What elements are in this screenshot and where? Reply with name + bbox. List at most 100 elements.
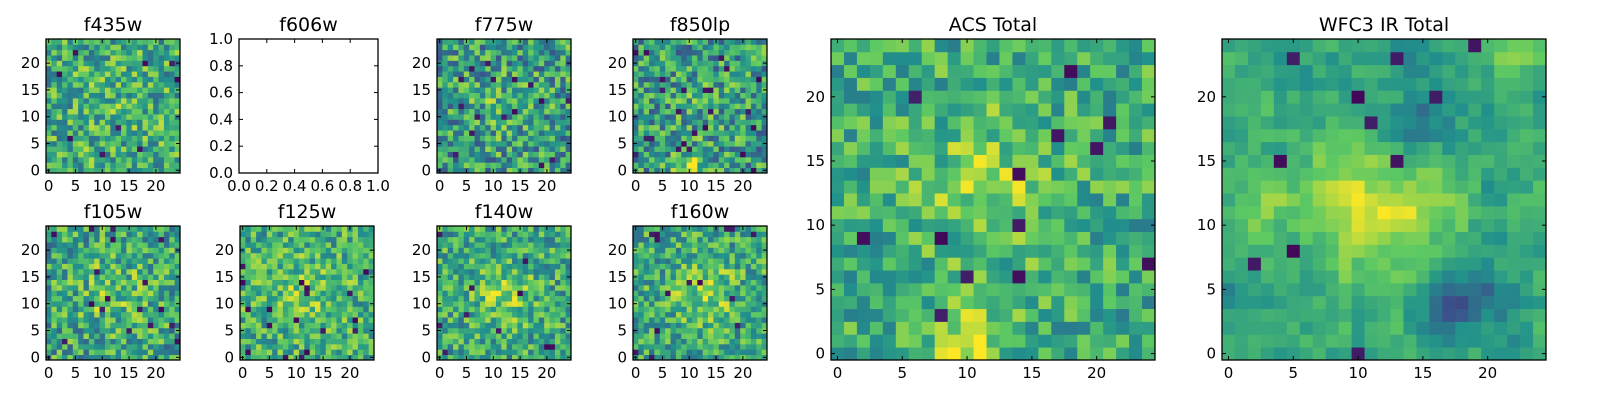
heatmap-cell bbox=[158, 343, 165, 350]
heatmap-cell bbox=[506, 290, 513, 297]
heatmap-cell bbox=[240, 317, 246, 323]
heatmap-cell bbox=[999, 218, 1013, 232]
heatmap-cell bbox=[1364, 347, 1378, 361]
heatmap-cell bbox=[1064, 205, 1078, 220]
heatmap-cell bbox=[458, 140, 465, 147]
heatmap-cell bbox=[686, 103, 693, 110]
heatmap-cell bbox=[142, 146, 149, 152]
heatmap-cell bbox=[1142, 180, 1156, 194]
heatmap-cell bbox=[163, 268, 170, 275]
heatmap-cell bbox=[517, 156, 524, 163]
heatmap-cell bbox=[479, 306, 486, 313]
heatmap-cell bbox=[110, 124, 117, 131]
heatmap-cell bbox=[882, 218, 897, 232]
heatmap-cell bbox=[1416, 51, 1430, 66]
heatmap-cell bbox=[1064, 193, 1078, 207]
heatmap-cell bbox=[869, 39, 884, 53]
heatmap-cell bbox=[110, 135, 117, 142]
heatmap-cell bbox=[1038, 180, 1052, 194]
heatmap-cell bbox=[560, 60, 567, 67]
heatmap-cell bbox=[437, 290, 443, 297]
heatmap-cell bbox=[88, 119, 95, 126]
heatmap-cell bbox=[51, 130, 58, 136]
heatmap-cell bbox=[549, 108, 556, 115]
heatmap-cell bbox=[1299, 308, 1314, 322]
heatmap-cell bbox=[522, 55, 529, 61]
heatmap-cell bbox=[51, 354, 58, 361]
heatmap-cell bbox=[665, 76, 671, 83]
heatmap-cell bbox=[495, 76, 502, 83]
heatmap-cell bbox=[908, 231, 923, 245]
heatmap-cell bbox=[1481, 167, 1495, 181]
heatmap-cell bbox=[104, 130, 111, 136]
heatmap-cell bbox=[1012, 103, 1026, 117]
heatmap-cell bbox=[1533, 205, 1547, 220]
heatmap-cell bbox=[293, 317, 300, 323]
heatmap-cell bbox=[643, 151, 650, 158]
heatmap-cell bbox=[1247, 282, 1262, 297]
heatmap-cell bbox=[463, 87, 470, 93]
heatmap-cell bbox=[147, 231, 154, 238]
heatmap-cell bbox=[734, 60, 741, 67]
heatmap-cell bbox=[665, 92, 671, 99]
heatmap-cell bbox=[163, 103, 170, 110]
heatmap-cell bbox=[83, 65, 90, 72]
heatmap-cell bbox=[51, 124, 58, 131]
heatmap-cell bbox=[1533, 308, 1547, 322]
heatmap-cell bbox=[921, 257, 936, 271]
heatmap-cell bbox=[88, 140, 95, 147]
heatmap-cell bbox=[544, 114, 550, 120]
heatmap-cell bbox=[1038, 270, 1052, 284]
heatmap-cell bbox=[697, 92, 704, 99]
heatmap-cell bbox=[1390, 116, 1404, 130]
heatmap-cell bbox=[659, 151, 666, 158]
heatmap-cell bbox=[1286, 231, 1301, 245]
heatmap-cell bbox=[137, 55, 143, 61]
heatmap-cell bbox=[734, 76, 741, 83]
heatmap-cell bbox=[756, 114, 763, 120]
heatmap-cell bbox=[1142, 154, 1156, 168]
heatmap-cell bbox=[895, 103, 910, 117]
heatmap-cell bbox=[245, 290, 252, 297]
heatmap-cell bbox=[325, 258, 332, 264]
heatmap-cell bbox=[1077, 154, 1091, 168]
heatmap-cell bbox=[131, 290, 138, 297]
heatmap-cell bbox=[999, 180, 1013, 194]
heatmap-cell bbox=[56, 258, 63, 264]
heatmap-cell bbox=[1116, 218, 1130, 232]
heatmap-cell bbox=[745, 108, 752, 115]
heatmap-cell bbox=[554, 301, 561, 307]
heatmap-cell bbox=[363, 279, 370, 286]
heatmap-cell bbox=[686, 146, 693, 152]
heatmap-cell bbox=[104, 49, 111, 56]
heatmap-cell bbox=[115, 39, 122, 45]
heatmap-cell bbox=[1312, 180, 1327, 194]
heatmap-cell bbox=[463, 140, 470, 147]
heatmap-cell bbox=[272, 242, 278, 248]
heatmap-cell bbox=[643, 124, 650, 131]
heatmap-cell bbox=[88, 247, 95, 254]
heatmap-cell bbox=[142, 242, 149, 248]
heatmap-cell bbox=[691, 124, 698, 131]
heatmap-cell bbox=[51, 327, 58, 334]
heatmap-cell bbox=[99, 135, 106, 142]
heatmap-cell bbox=[72, 258, 79, 264]
heatmap-cell bbox=[261, 290, 268, 297]
heatmap-cell bbox=[352, 274, 359, 280]
heatmap-cell bbox=[1325, 90, 1340, 104]
heatmap-cell bbox=[501, 124, 508, 131]
heatmap-cell bbox=[245, 242, 252, 248]
heatmap-cell bbox=[1481, 308, 1495, 322]
heatmap-cell bbox=[544, 338, 550, 345]
heatmap-cell bbox=[729, 140, 736, 147]
heatmap-cell bbox=[882, 141, 897, 155]
heatmap-cell bbox=[331, 311, 337, 318]
heatmap-cell bbox=[544, 76, 550, 83]
heatmap-cell bbox=[1377, 193, 1391, 207]
heatmap-cell bbox=[1455, 347, 1469, 361]
heatmap-cell bbox=[560, 140, 567, 147]
heatmap-cell bbox=[756, 124, 763, 131]
heatmap-cell bbox=[298, 333, 305, 339]
heatmap-cell bbox=[506, 284, 513, 291]
heatmap-cell bbox=[908, 334, 923, 348]
